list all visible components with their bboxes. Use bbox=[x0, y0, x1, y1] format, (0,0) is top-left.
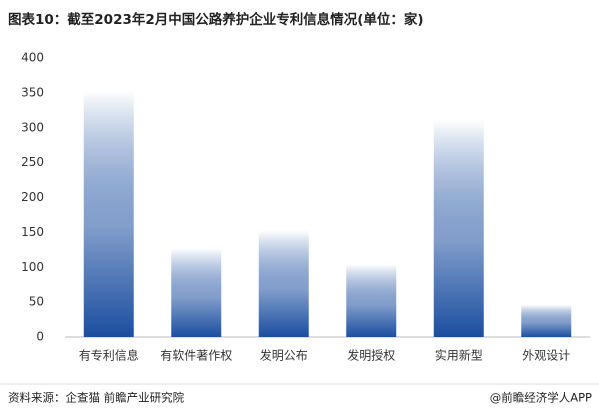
source: 资料来源：企查猫 前瞻产业研究院 bbox=[8, 391, 185, 405]
x-tick-label: 发明公布 bbox=[260, 348, 308, 363]
bar bbox=[83, 90, 134, 337]
x-tick-label: 有专利信息 bbox=[79, 348, 139, 363]
x-tick-label: 发明授权 bbox=[347, 348, 395, 363]
y-tick-label: 0 bbox=[36, 330, 44, 344]
y-tick-label: 200 bbox=[21, 190, 44, 204]
y-tick-label: 100 bbox=[21, 260, 44, 274]
y-tick-label: 150 bbox=[21, 225, 44, 239]
x-tick-label: 实用新型 bbox=[435, 348, 483, 363]
x-tick-label: 有软件著作权 bbox=[160, 349, 232, 363]
bar bbox=[346, 264, 397, 337]
bar bbox=[171, 248, 222, 337]
bar bbox=[258, 230, 309, 337]
x-tick-label: 外观设计 bbox=[522, 349, 570, 363]
y-tick-label: 250 bbox=[21, 155, 44, 169]
y-tick-label: 50 bbox=[29, 295, 44, 309]
y-tick-label: 350 bbox=[21, 85, 44, 99]
chart-title: 图表10：截至2023年2月中国公路养护企业专利信息情况(单位：家) bbox=[8, 11, 424, 28]
y-tick-label: 300 bbox=[21, 120, 44, 134]
bar bbox=[521, 304, 572, 337]
bar bbox=[433, 120, 484, 337]
y-tick-label: 400 bbox=[21, 51, 44, 65]
credit: @前瞻经济学人APP bbox=[490, 391, 592, 405]
